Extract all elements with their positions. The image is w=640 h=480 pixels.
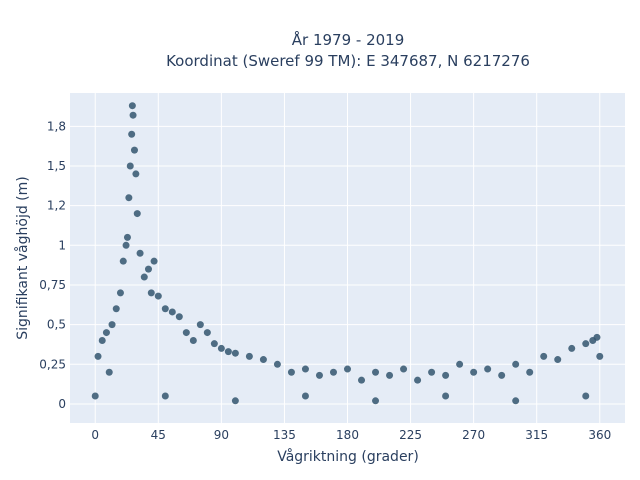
y-tick-label: 1 <box>58 238 66 252</box>
data-point <box>224 348 232 356</box>
data-point <box>98 337 106 344</box>
data-point <box>442 371 450 379</box>
data-point <box>154 292 162 300</box>
data-point <box>116 289 124 297</box>
data-point <box>386 371 394 379</box>
data-point <box>428 368 436 376</box>
data-point <box>554 356 562 364</box>
data-point <box>372 397 380 405</box>
data-point <box>203 329 211 337</box>
data-point <box>470 368 478 376</box>
data-point <box>125 194 133 202</box>
y-tick-label: 1,5 <box>47 159 66 173</box>
data-point <box>414 376 422 384</box>
y-tick-label: 0,75 <box>39 278 66 292</box>
data-point <box>400 365 408 373</box>
data-point <box>596 352 604 360</box>
data-point <box>108 321 116 329</box>
data-point <box>329 368 337 376</box>
x-tick-label: 180 <box>336 428 359 442</box>
data-point <box>132 170 140 178</box>
data-point <box>196 321 204 329</box>
data-point <box>126 162 134 170</box>
data-point <box>301 365 309 373</box>
data-point <box>259 356 267 364</box>
data-point <box>175 313 183 321</box>
data-point <box>144 265 152 273</box>
y-tick-label: 1,8 <box>47 119 66 133</box>
x-tick-label: 135 <box>273 428 296 442</box>
data-point <box>526 368 534 376</box>
data-point <box>498 371 506 379</box>
data-point <box>484 365 492 373</box>
data-point <box>161 392 169 400</box>
x-tick-label: 0 <box>91 428 99 442</box>
data-point <box>168 308 176 316</box>
data-point <box>189 337 197 344</box>
data-point <box>582 392 590 400</box>
data-point <box>94 352 102 360</box>
data-point <box>136 249 144 257</box>
data-point <box>182 329 190 337</box>
x-tick-label: 360 <box>588 428 611 442</box>
chart-title-line-2: Koordinat (Sweref 99 TM): E 347687, N 62… <box>166 52 530 70</box>
data-point <box>273 360 281 368</box>
data-point <box>231 397 239 405</box>
data-point <box>128 130 136 138</box>
x-gridlines <box>94 93 601 423</box>
data-point <box>119 257 127 265</box>
data-point <box>231 349 239 357</box>
y-axis-title: Signifikant våghöjd (m) <box>14 176 31 339</box>
data-point <box>150 257 158 265</box>
data-point <box>147 289 155 297</box>
x-tick-label: 315 <box>525 428 548 442</box>
x-tick-labels: 0 45 90 135 180 225 270 315 360 <box>91 428 611 442</box>
data-point <box>456 360 464 368</box>
chart-title-line-1: År 1979 - 2019 <box>292 30 405 49</box>
data-point <box>540 352 548 360</box>
x-tick-label: 270 <box>462 428 485 442</box>
data-point <box>140 273 148 281</box>
y-gridlines <box>70 125 625 405</box>
x-axis-title: Vågriktning (grader) <box>277 448 419 465</box>
data-point <box>358 376 366 384</box>
data-point <box>512 360 520 368</box>
data-point <box>582 340 590 348</box>
data-point <box>344 365 351 373</box>
data-point <box>512 397 520 405</box>
data-point <box>91 392 99 400</box>
data-point <box>287 368 295 376</box>
x-tick-label: 225 <box>399 428 422 442</box>
data-point <box>112 305 120 313</box>
y-tick-label: 0 <box>58 397 66 411</box>
y-tick-label: 1,2 <box>47 199 66 213</box>
data-point <box>129 111 137 119</box>
y-tick-label: 0,25 <box>39 357 66 371</box>
data-point <box>123 233 131 241</box>
data-point <box>301 392 309 400</box>
y-tick-labels: 0 0,25 0,5 0,75 1 1,2 1,5 1,8 <box>39 119 66 411</box>
data-point <box>102 329 110 337</box>
data-point <box>245 352 253 360</box>
x-tick-label: 90 <box>214 428 229 442</box>
data-point <box>130 146 138 154</box>
data-point <box>217 344 225 352</box>
data-point <box>593 333 601 341</box>
data-point <box>568 344 576 352</box>
x-tick-label: 45 <box>151 428 166 442</box>
data-point <box>105 368 113 376</box>
data-point <box>128 102 136 110</box>
data-point <box>442 392 450 400</box>
data-point <box>315 371 323 379</box>
data-point <box>161 305 169 313</box>
data-point <box>372 368 380 376</box>
data-point <box>122 241 130 249</box>
scatter-points <box>91 102 604 405</box>
data-point <box>210 340 218 348</box>
data-point <box>133 210 141 218</box>
y-tick-label: 0,5 <box>47 318 66 332</box>
